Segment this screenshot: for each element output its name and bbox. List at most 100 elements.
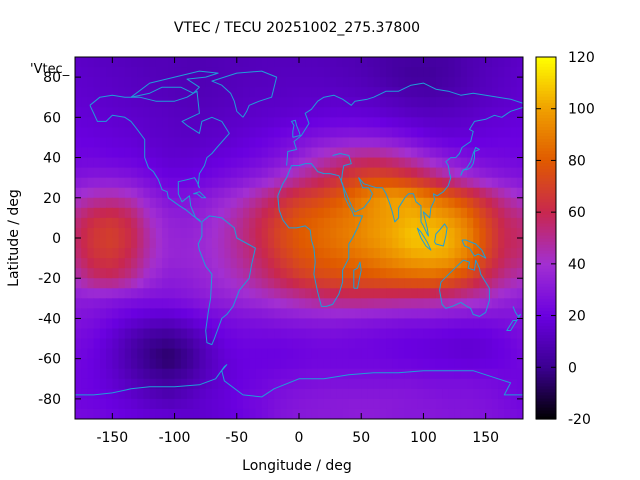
heatmap-cell [87, 97, 95, 108]
heatmap-cell [467, 137, 474, 149]
heatmap-cell [498, 368, 505, 380]
heatmap-cell [411, 127, 418, 139]
heatmap-cell [93, 298, 101, 309]
heatmap-cell [118, 97, 126, 108]
heatmap-cell [398, 288, 406, 299]
heatmap-cell [516, 107, 523, 118]
heatmap-cell [143, 308, 151, 320]
heatmap-cell [292, 127, 300, 139]
heatmap-cell [218, 207, 225, 219]
heatmap-cell [435, 388, 443, 400]
heatmap-cell [81, 308, 89, 320]
heatmap-cell [417, 217, 425, 229]
colorbar-segment [536, 301, 556, 305]
heatmap-cell [404, 107, 412, 118]
heatmap-cell [336, 358, 344, 370]
heatmap-cell [131, 97, 138, 108]
heatmap-cell [274, 298, 281, 309]
heatmap-cell [510, 238, 518, 249]
heatmap-cell [243, 77, 250, 88]
heatmap-cell [485, 217, 493, 229]
heatmap-cell [199, 67, 207, 78]
heatmap-cell [504, 238, 512, 249]
heatmap-cell [373, 328, 381, 340]
heatmap-cell [112, 388, 120, 400]
heatmap-cell [261, 147, 269, 159]
heatmap-cell [199, 177, 207, 189]
heatmap-cell [280, 107, 288, 118]
heatmap-cell [106, 268, 113, 279]
heatmap-cell [498, 378, 505, 390]
heatmap-cell [218, 97, 225, 108]
heatmap-cell [348, 207, 356, 219]
heatmap-cell [81, 258, 89, 269]
heatmap-cell [168, 187, 176, 199]
heatmap-cell [311, 147, 319, 159]
heatmap-cell [336, 217, 344, 229]
heatmap-cell [460, 358, 468, 370]
heatmap-cell [168, 258, 176, 269]
heatmap-cell [317, 217, 325, 229]
heatmap-cell [187, 348, 194, 360]
heatmap-cell [143, 77, 151, 88]
heatmap-cell [224, 187, 232, 199]
heatmap-cell [112, 358, 120, 370]
heatmap-cell [174, 408, 182, 419]
heatmap-cell [292, 278, 300, 289]
heatmap-cell [473, 177, 481, 189]
heatmap-cell [168, 388, 176, 400]
colorbar-segment [536, 385, 556, 390]
heatmap-cell [162, 97, 169, 108]
heatmap-cell [504, 348, 512, 360]
heatmap-cell [187, 107, 194, 118]
heatmap-cell [379, 308, 387, 320]
heatmap-cell [311, 288, 319, 299]
heatmap-cell [180, 238, 188, 249]
heatmap-cell [243, 137, 250, 149]
heatmap-cell [99, 107, 107, 118]
heatmap-cell [93, 248, 101, 259]
heatmap-cell [404, 298, 412, 309]
heatmap-cell [255, 147, 263, 159]
heatmap-cell [205, 57, 213, 68]
heatmap-cell [516, 157, 523, 169]
heatmap-cell [442, 87, 449, 98]
heatmap-cell [124, 187, 132, 199]
heatmap-cell [355, 288, 362, 299]
colorbar-segment [536, 69, 556, 73]
heatmap-cell [137, 177, 145, 189]
heatmap-cell [236, 197, 244, 209]
heatmap-cell [174, 137, 182, 149]
heatmap-cell [379, 398, 387, 410]
heatmap-cell [317, 147, 325, 159]
heatmap-cell [311, 408, 319, 419]
y-tick-label: -20 [38, 271, 61, 287]
heatmap-cell [379, 248, 387, 259]
heatmap-cell [143, 107, 151, 118]
heatmap-cell [317, 278, 325, 289]
heatmap-cell [330, 187, 337, 199]
heatmap-cell [435, 127, 443, 139]
heatmap-cell [423, 107, 431, 118]
heatmap-cell [379, 187, 387, 199]
colorbar-segment [536, 256, 556, 260]
heatmap-cell [267, 368, 275, 380]
heatmap-cell [355, 127, 362, 139]
heatmap-cell [131, 328, 138, 340]
heatmap-cell [299, 378, 306, 390]
heatmap-cell [224, 278, 232, 289]
heatmap-cell [323, 157, 331, 169]
heatmap-cell [398, 368, 406, 380]
heatmap-cell [485, 298, 493, 309]
heatmap-cell [417, 348, 425, 360]
heatmap-cell [274, 87, 281, 98]
heatmap-cell [162, 77, 169, 88]
heatmap-cell [81, 177, 89, 189]
heatmap-cell [348, 248, 356, 259]
heatmap-cell [448, 308, 456, 320]
heatmap-cell [330, 238, 337, 249]
heatmap-cell [112, 368, 120, 380]
heatmap-cell [149, 147, 157, 159]
heatmap-cell [199, 288, 207, 299]
heatmap-cell [286, 107, 294, 118]
